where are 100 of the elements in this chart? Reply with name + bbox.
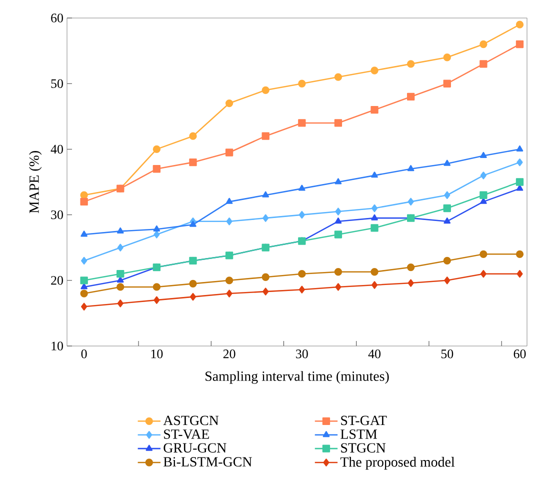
point [225, 276, 234, 284]
point [298, 286, 305, 294]
point [80, 290, 88, 298]
point [370, 66, 378, 74]
point [406, 92, 415, 101]
point [262, 273, 270, 281]
point [516, 184, 524, 191]
point [371, 172, 378, 178]
point [334, 178, 342, 184]
point [443, 54, 451, 62]
point [298, 210, 305, 219]
point [444, 276, 450, 284]
x-tick-label: 20 [223, 350, 236, 358]
legend-label: ST-VAE [164, 430, 209, 439]
point [334, 218, 342, 224]
point [444, 218, 451, 224]
point [189, 132, 197, 140]
point [190, 292, 196, 301]
legend-label: GRU-GCN [164, 443, 226, 453]
y-tick-label: 40 [50, 144, 63, 154]
point [117, 244, 124, 252]
point [298, 270, 306, 278]
point [81, 302, 88, 310]
point [226, 218, 232, 226]
point [408, 279, 414, 287]
point [80, 230, 88, 237]
point [116, 270, 124, 278]
point [298, 119, 306, 127]
point [480, 270, 486, 278]
point [516, 40, 524, 48]
point [189, 158, 197, 166]
point [480, 172, 486, 180]
point [116, 227, 124, 234]
point [334, 230, 342, 238]
point [335, 283, 342, 291]
point [298, 80, 306, 88]
x-tick-label: 40 [368, 350, 380, 358]
legend-label: STGCN [341, 443, 386, 453]
point [262, 191, 270, 198]
point [444, 160, 451, 166]
point [370, 224, 378, 232]
point [480, 152, 487, 158]
point [516, 250, 524, 258]
x-tick-label: 0 [81, 350, 87, 358]
point [334, 73, 342, 81]
point [80, 191, 88, 199]
point [371, 214, 378, 220]
point [444, 191, 450, 199]
point [262, 288, 269, 296]
point [443, 204, 451, 212]
point [516, 270, 523, 278]
y-tick-label: 50 [51, 79, 63, 88]
point [116, 283, 124, 291]
legend-label: LSTM [340, 430, 377, 439]
point [408, 198, 414, 206]
point [80, 276, 88, 284]
point [298, 184, 306, 191]
x-tick-label: 50 [441, 350, 454, 358]
point [406, 263, 415, 272]
point [480, 250, 488, 258]
point [334, 268, 342, 276]
x-tick-label: 60 [514, 350, 526, 358]
y-axis-title: MAPE (%) [29, 151, 42, 214]
point [516, 20, 524, 28]
point [370, 268, 378, 276]
point [443, 256, 451, 265]
point [406, 60, 415, 68]
legend-label: Bi-LSTM-GCN [164, 457, 252, 467]
point [407, 165, 414, 172]
point [480, 191, 488, 199]
x-axis-title: Sampling interval time (minutes) [206, 371, 389, 384]
point [80, 283, 88, 290]
legend-label: ST-GAT [341, 416, 387, 426]
point [226, 198, 233, 204]
point [516, 178, 524, 186]
point [189, 280, 197, 288]
point [516, 158, 523, 166]
point [116, 276, 124, 283]
point [226, 290, 232, 298]
point [81, 256, 88, 265]
point [225, 148, 234, 156]
point [152, 283, 161, 291]
x-tick-label: 10 [151, 350, 163, 358]
point [153, 225, 160, 232]
point [516, 145, 524, 152]
point [117, 300, 124, 308]
point [480, 60, 488, 68]
x-tick-label: 30 [296, 350, 308, 358]
legend-label: ASTGCN [163, 416, 219, 426]
point [334, 119, 342, 127]
point [370, 106, 378, 114]
y-tick-label: 20 [51, 276, 63, 285]
point [262, 214, 269, 222]
point [225, 99, 234, 108]
point [152, 145, 161, 154]
point [154, 296, 160, 304]
point [190, 220, 196, 227]
point [480, 40, 488, 48]
point [335, 208, 342, 216]
y-tick-label: 10 [52, 342, 63, 350]
